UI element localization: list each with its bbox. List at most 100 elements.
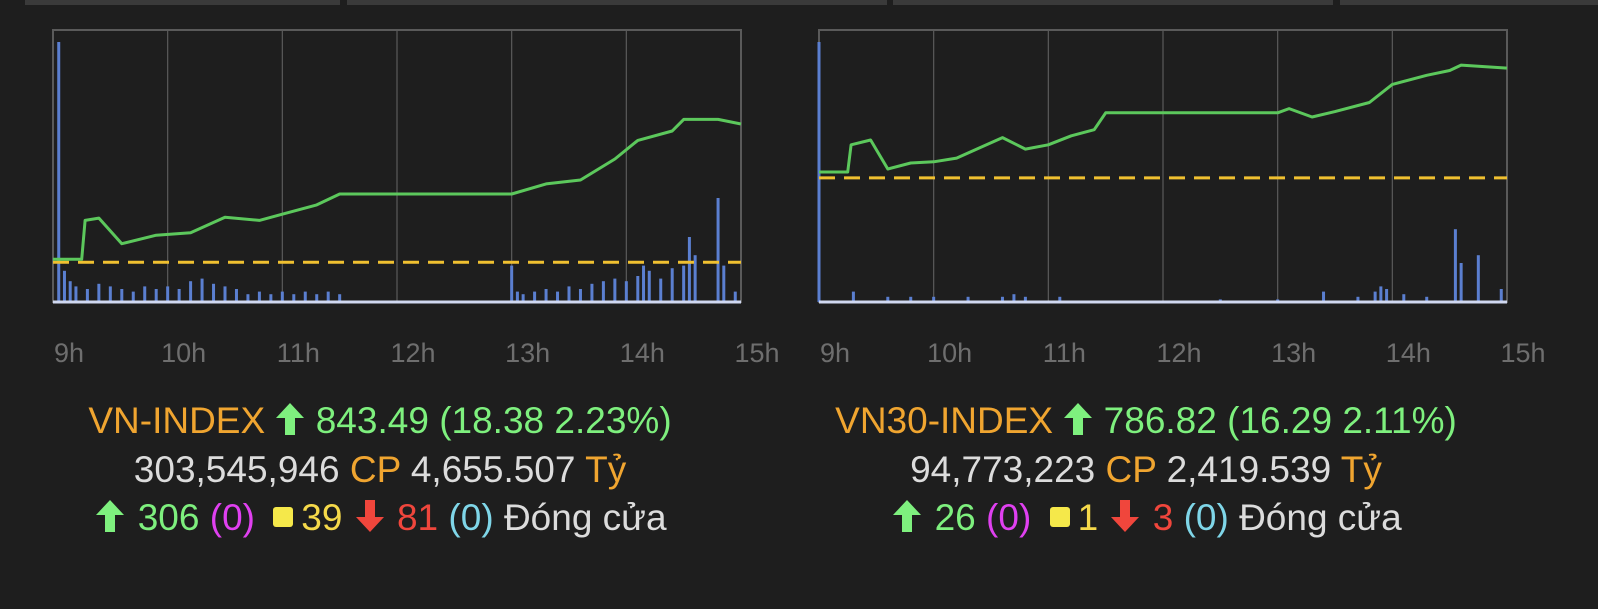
volume-bar xyxy=(636,276,640,302)
volume-bar xyxy=(533,291,537,302)
x-tick-label: 12h xyxy=(1156,338,1202,368)
top-strip xyxy=(347,0,887,5)
chart-plot xyxy=(817,29,1508,304)
volume-bar xyxy=(189,281,193,302)
unchanged-count: 1 xyxy=(1077,497,1099,538)
top-strip xyxy=(1340,0,1598,5)
volume-bar xyxy=(1373,291,1377,302)
volume-bar xyxy=(642,265,646,302)
x-tick-label: 15h xyxy=(1500,338,1546,368)
x-tick-label: 13h xyxy=(505,338,551,368)
volume-bar xyxy=(851,291,855,302)
volume-bar xyxy=(1453,229,1457,302)
breadth-summary: 306 (0) 39 81 (0) Đóng cửa xyxy=(0,497,760,539)
index-change-pct: 2.11% xyxy=(1342,400,1445,441)
index-summary: VN-INDEX 843.49 (18.38 2.23%) xyxy=(88,400,672,441)
volume-bar xyxy=(966,296,970,302)
up-arrow-icon xyxy=(1064,403,1093,435)
volume-bar xyxy=(1023,296,1027,302)
volume-bar xyxy=(1499,289,1503,302)
yellow-square-icon xyxy=(273,507,294,527)
volume-bar xyxy=(687,237,691,302)
volume-bar xyxy=(234,289,238,302)
volume-bar xyxy=(315,294,319,302)
up-arrow-icon xyxy=(276,403,305,435)
turnover-unit: Tỷ xyxy=(1340,449,1382,490)
volume-summary: 303,545,946 CP 4,655.507 Tỷ xyxy=(0,449,760,491)
volume-bar xyxy=(909,296,913,302)
advancers-count: 26 xyxy=(934,497,976,538)
volume-bar xyxy=(1000,296,1004,302)
x-tick-label: 14h xyxy=(619,338,665,368)
volume-bar xyxy=(521,294,525,302)
up-arrow-icon xyxy=(893,500,922,532)
volume-bar xyxy=(326,291,330,302)
advancers-count: 306 xyxy=(137,497,200,538)
x-tick-label: 11h xyxy=(276,338,320,368)
volume-value: 303,545,946 xyxy=(133,449,340,490)
volume-bar xyxy=(1058,296,1062,302)
volume-bar xyxy=(733,291,737,302)
volume-bar xyxy=(62,270,66,302)
index-line xyxy=(53,117,742,261)
volume-bar xyxy=(659,278,663,302)
volume-bar xyxy=(722,265,726,302)
volume-bar xyxy=(131,291,135,302)
volume-bar xyxy=(246,294,250,302)
top-strip xyxy=(25,0,340,5)
floor-count: (0) xyxy=(1183,497,1229,538)
volume-bar xyxy=(292,294,296,302)
unchanged-count: 39 xyxy=(301,497,343,538)
x-tick-label: 10h xyxy=(161,338,207,368)
index-change: 18.38 xyxy=(451,400,545,441)
chart-panel: 9h 10h 11h 12h 13h 14h 15h VN-INDEX 843.49 (18… xyxy=(0,0,780,609)
volume-bar xyxy=(154,289,158,302)
volume-bar xyxy=(1385,289,1389,302)
top-strip xyxy=(893,0,1333,5)
volume-bar xyxy=(85,289,89,302)
decliners-count: 3 xyxy=(1152,497,1174,538)
volume-bar xyxy=(1012,294,1016,302)
turnover-value: 4,655.507 xyxy=(410,449,576,490)
volume-bar xyxy=(108,286,112,302)
turnover-unit: Tỷ xyxy=(585,449,627,490)
volume-bar xyxy=(590,283,594,302)
volume-bar xyxy=(166,286,170,302)
x-tick-label: 14h xyxy=(1385,338,1431,368)
volume-bar xyxy=(647,270,651,302)
volume-bar xyxy=(556,291,560,302)
volume-bar xyxy=(613,278,617,302)
volume-value: 94,773,223 xyxy=(910,449,1096,490)
volume-bar xyxy=(200,278,204,302)
volume-bar xyxy=(578,289,582,302)
market-status: Đóng cửa xyxy=(503,497,667,538)
ceiling-count: (0) xyxy=(986,497,1032,538)
x-tick-label: 9h xyxy=(819,338,851,368)
volume-bar xyxy=(886,296,890,302)
volume-bar xyxy=(212,283,216,302)
ceiling-count: (0) xyxy=(209,497,255,538)
volume-bar xyxy=(601,281,605,302)
volume-bar xyxy=(1356,296,1360,302)
volume-bar xyxy=(223,286,227,302)
x-tick-label: 10h xyxy=(927,338,973,368)
volume-bar xyxy=(303,291,307,302)
turnover-value: 2,419.539 xyxy=(1166,449,1332,490)
volume-bar xyxy=(716,198,720,302)
volume-bar xyxy=(693,255,697,302)
volume-bar xyxy=(1459,263,1463,302)
volume-bar xyxy=(177,289,181,302)
chart-plot xyxy=(52,29,742,304)
volume-bar xyxy=(624,281,628,302)
x-tick-label: 15h xyxy=(734,338,780,368)
down-arrow-icon xyxy=(355,500,384,532)
volume-bar xyxy=(510,265,514,302)
volume-bar xyxy=(932,296,936,302)
volume-bar xyxy=(97,283,101,302)
volume-bar xyxy=(670,268,674,302)
yellow-square-icon xyxy=(1049,507,1070,527)
volume-bar xyxy=(1379,286,1383,302)
volume-bar xyxy=(280,291,284,302)
index-line xyxy=(819,63,1508,174)
volume-summary: 94,773,223 CP 2,419.539 Tỷ xyxy=(766,449,1526,491)
